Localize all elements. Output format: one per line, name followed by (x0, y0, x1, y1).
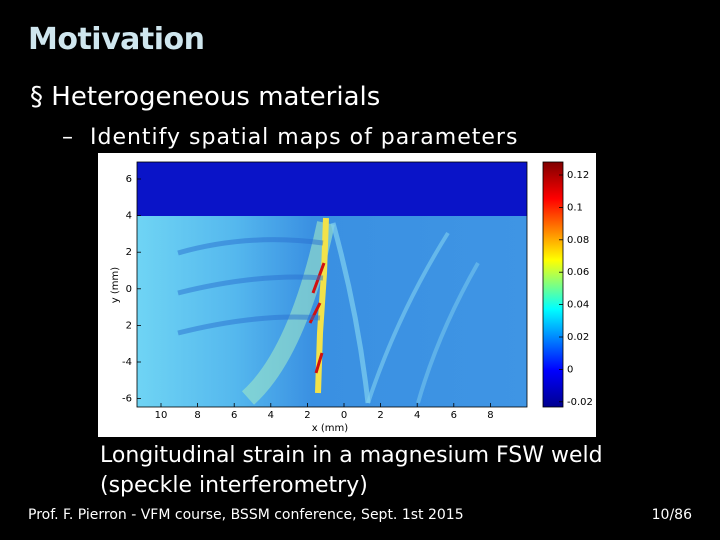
bullet: § Heterogeneous materials (30, 82, 381, 112)
slide-title: Motivation (28, 22, 205, 57)
caption-line: (speckle interferometry) (100, 473, 368, 498)
colorbar-label: 0.02 (567, 332, 589, 343)
figure: x (mm) y (mm) 10 8 6 4 2 0 2 4 6 8 6 4 2 0 2 -4 -6 0.12 0.… (98, 153, 596, 437)
colorbar-label: 0 (567, 364, 573, 375)
x-tick-label: 8 (194, 410, 200, 421)
sub-bullet-text: Identify spatial maps of parameters (90, 125, 519, 150)
colorbar (542, 161, 564, 408)
x-tick-label: 10 (155, 410, 168, 421)
x-axis-label: x (mm) (312, 423, 348, 434)
x-tick-label: 2 (377, 410, 383, 421)
masked-region (137, 162, 527, 216)
page-number: 10/86 (651, 507, 692, 523)
x-tick-label: 2 (304, 410, 310, 421)
strain-features (177, 217, 480, 405)
y-tick-label: 2 (126, 320, 132, 331)
colorbar-label: 0.06 (567, 267, 589, 278)
x-tick-label: 6 (231, 410, 237, 421)
x-tick-label: 8 (487, 410, 493, 421)
x-tick-label: 4 (414, 410, 420, 421)
y-tick-label: -6 (122, 394, 132, 405)
colorbar-label: 0.1 (567, 202, 583, 213)
colorbar-label: 0.12 (567, 170, 589, 181)
sub-bullet: – Identify spatial maps of parameters (62, 125, 519, 150)
colorbar-label: 0.08 (567, 235, 589, 246)
y-axis-label: y (mm) (110, 267, 121, 303)
y-tick-label: 0 (126, 284, 132, 295)
x-tick-label: 6 (451, 410, 457, 421)
footer: Prof. F. Pierron - VFM course, BSSM conf… (28, 507, 464, 523)
y-tick-label: 6 (126, 174, 132, 185)
y-tick-label: -4 (122, 357, 132, 368)
y-tick-label: 4 (126, 211, 132, 222)
bullet-text: Heterogeneous materials (51, 82, 381, 112)
caption-line: Longitudinal strain in a magnesium FSW w… (100, 443, 603, 468)
x-tick-label: 4 (268, 410, 274, 421)
y-tick-label: 2 (126, 247, 132, 258)
colorbar-label: -0.02 (567, 397, 593, 408)
x-tick-label: 0 (341, 410, 347, 421)
colorbar-label: 0.04 (567, 300, 589, 311)
plot-frame (136, 161, 528, 408)
